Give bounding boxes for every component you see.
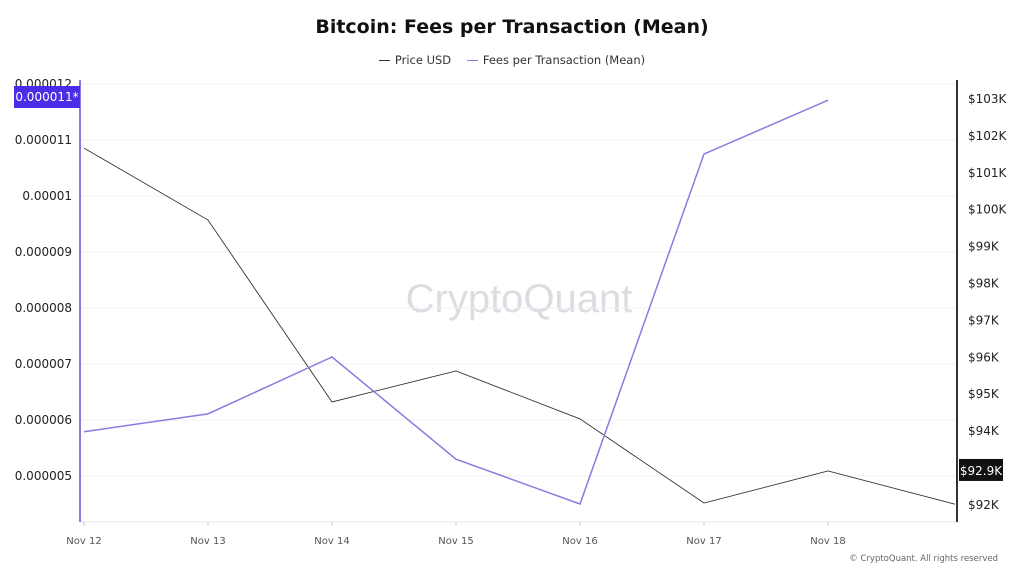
left-tick-label: 0.000009 xyxy=(15,245,72,259)
legend-swatch xyxy=(378,59,390,61)
right-tick-label: $102K xyxy=(968,129,1008,143)
left-tick-label: 0.000007 xyxy=(15,357,72,371)
x-tick-label: Nov 16 xyxy=(562,536,597,547)
left-marker-label: 0.000011* xyxy=(15,90,78,104)
legend-label: Price USD xyxy=(394,53,452,68)
right-tick-label: $96K xyxy=(968,350,1000,364)
right-tick-label: $100K xyxy=(968,203,1008,217)
x-tick-label: Nov 13 xyxy=(190,536,225,547)
right-marker-label: $92.9K xyxy=(960,464,1003,478)
right-tick-label: $103K xyxy=(968,92,1008,106)
right-tick-label: $98K xyxy=(968,277,1000,291)
left-tick-label: 0.000005 xyxy=(15,469,72,483)
copyright: © CryptoQuant. All rights reserved xyxy=(849,554,998,564)
legend-item-fees[interactable]: Fees per Transaction (Mean) xyxy=(466,53,646,68)
x-tick-label: Nov 12 xyxy=(66,536,101,547)
right-tick-label: $99K xyxy=(968,240,1000,254)
legend-swatch xyxy=(466,59,478,61)
left-marker-badge xyxy=(14,86,80,108)
x-tick-label: Nov 17 xyxy=(686,536,721,547)
right-marker-badge xyxy=(959,458,1003,481)
legend: Price USD Fees per Transaction (Mean) xyxy=(0,50,1024,67)
legend-label: Fees per Transaction (Mean) xyxy=(482,53,646,68)
watermark: CryptoQuant xyxy=(406,277,633,321)
right-tick-label: $92K xyxy=(968,498,1000,512)
x-tick-label: Nov 15 xyxy=(438,536,473,547)
right-tick-label: $94K xyxy=(968,424,1000,438)
chart-title: Bitcoin: Fees per Transaction (Mean) xyxy=(315,16,709,38)
left-tick-label: 0.000011 xyxy=(15,133,72,147)
series-line-price xyxy=(83,147,956,505)
x-tick-label: Nov 18 xyxy=(810,536,845,547)
right-tick-label: $97K xyxy=(968,313,1000,327)
legend-item-price[interactable]: Price USD xyxy=(378,53,452,68)
right-tick-label: $101K xyxy=(968,166,1008,180)
left-tick-label: 0.000006 xyxy=(15,413,72,427)
left-tick-label: 0.000008 xyxy=(15,301,72,315)
right-tick-label: $95K xyxy=(968,387,1000,401)
left-tick-label: 0.00001 xyxy=(22,189,72,203)
x-tick-label: Nov 14 xyxy=(314,536,349,547)
